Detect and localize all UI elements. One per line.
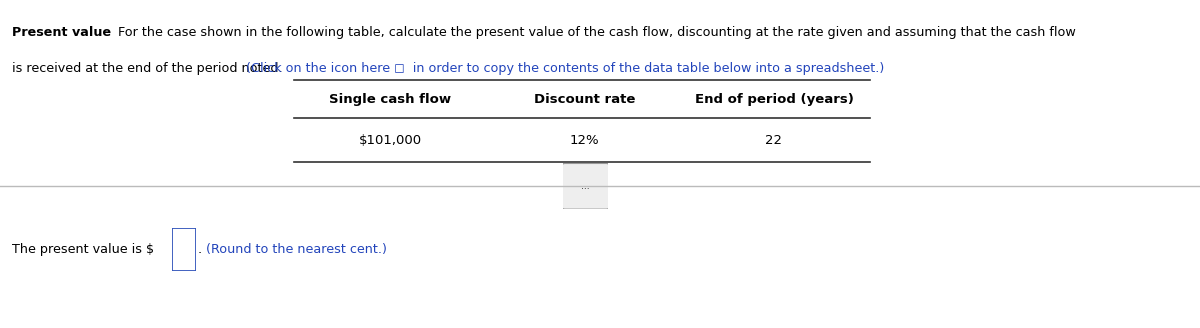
Text: For the case shown in the following table, calculate the present value of the ca: For the case shown in the following tabl… xyxy=(106,26,1075,39)
Text: 22: 22 xyxy=(766,133,782,147)
Text: The present value is $: The present value is $ xyxy=(12,243,154,256)
Text: Discount rate: Discount rate xyxy=(534,92,635,106)
Text: Present value: Present value xyxy=(12,26,112,39)
Text: .: . xyxy=(198,243,202,256)
FancyBboxPatch shape xyxy=(562,163,610,209)
Text: $101,000: $101,000 xyxy=(359,133,421,147)
Text: Single cash flow: Single cash flow xyxy=(329,92,451,106)
Text: ...: ... xyxy=(581,182,590,191)
FancyBboxPatch shape xyxy=(172,228,196,271)
Text: (Round to the nearest cent.): (Round to the nearest cent.) xyxy=(206,243,388,256)
Text: End of period (years): End of period (years) xyxy=(695,92,853,106)
Text: is received at the end of the period noted.: is received at the end of the period not… xyxy=(12,62,290,75)
Text: 12%: 12% xyxy=(570,133,599,147)
Text: (Click on the icon here ◻  in order to copy the contents of the data table below: (Click on the icon here ◻ in order to co… xyxy=(246,62,884,75)
